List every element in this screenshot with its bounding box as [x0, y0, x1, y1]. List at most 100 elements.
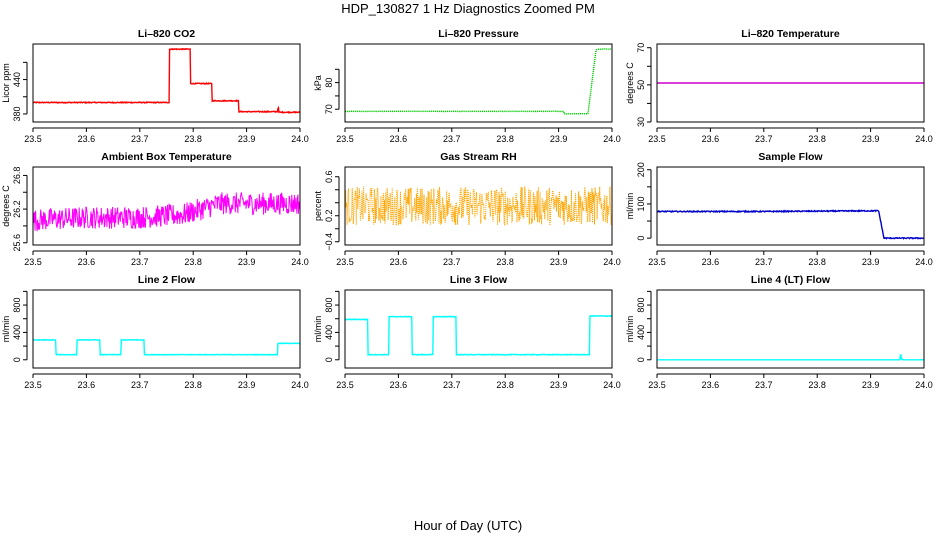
- x-tick-label: 24.0: [603, 134, 621, 144]
- y-tick-label: 0.6: [324, 170, 334, 183]
- x-tick-label: 23.7: [755, 134, 773, 144]
- chart-panel-1: Li–820 CO2 Licor ppm 23.5 23.6 23.7 23.8 23.9 2…: [1, 28, 309, 144]
- x-tick-label: 23.6: [390, 257, 408, 267]
- x-tick-label: 24.0: [291, 134, 309, 144]
- x-tick-label: 23.6: [702, 257, 720, 267]
- chart-panel-3: Li–820 Temperature degrees C 23.5 23.6 23.7 2…: [625, 28, 933, 144]
- y-tick-label: 200: [636, 162, 646, 177]
- chart-panel-8: Line 3 Flow ml/min 23.5 23.6 23.7 23.8 23.9 24.…: [313, 274, 621, 390]
- x-tick-label: 24.0: [291, 380, 309, 390]
- chart-title: Li–820 Temperature: [741, 28, 840, 40]
- plot-frame: [32, 43, 301, 123]
- series-line-1: [657, 209, 924, 240]
- x-tick-label: 23.8: [808, 134, 826, 144]
- chart-title: Ambient Box Temperature: [101, 151, 232, 163]
- x-tick-label: 23.7: [131, 257, 149, 267]
- y-tick-label: −0.4: [324, 233, 334, 251]
- x-tick-label: 23.6: [390, 380, 408, 390]
- x-tick-label: 23.5: [24, 380, 42, 390]
- x-tick-label: 23.9: [550, 134, 568, 144]
- y-tick-label: 80: [324, 78, 334, 88]
- x-tick-label: 23.8: [496, 134, 514, 144]
- series-line-1: [345, 314, 612, 357]
- x-tick-label: 23.8: [496, 380, 514, 390]
- series-line-1: [33, 192, 300, 232]
- y-axis-label: kPa: [313, 75, 323, 91]
- y-tick-label: 800: [324, 298, 334, 313]
- y-tick-label: 400: [12, 325, 22, 340]
- x-tick-label: 23.5: [24, 257, 42, 267]
- x-tick-label: 23.9: [238, 134, 256, 144]
- x-tick-label: 23.8: [808, 257, 826, 267]
- x-tick-label: 23.7: [443, 257, 461, 267]
- x-tick-label: 23.6: [78, 134, 96, 144]
- x-tick-label: 23.6: [390, 134, 408, 144]
- chart-title: Line 2 Flow: [138, 274, 196, 286]
- y-tick-label: 30: [636, 117, 646, 127]
- x-tick-label: 23.8: [184, 380, 202, 390]
- x-tick-label: 23.8: [808, 380, 826, 390]
- x-tick-label: 23.6: [78, 380, 96, 390]
- x-tick-label: 23.5: [336, 134, 354, 144]
- x-tick-label: 23.7: [131, 380, 149, 390]
- plot-frame: [656, 166, 925, 246]
- chart-panel-6: Sample Flow ml/min 23.5 23.6 23.7 23.8 23.9 24.…: [625, 151, 933, 267]
- chart-title: Li–820 Pressure: [438, 28, 519, 40]
- x-axis-label: Hour of Day (UTC): [413, 518, 523, 533]
- x-tick-label: 24.0: [603, 257, 621, 267]
- chart-panel-2: Li–820 Pressure kPa 23.5 23.6 23.7 23.8 23.9 24…: [313, 28, 621, 144]
- x-tick-label: 23.9: [550, 257, 568, 267]
- figure-title: HDP_130827 1 Hz Diagnostics Zoomed PM: [341, 1, 595, 16]
- y-axis-label: ml/min: [625, 316, 635, 343]
- x-tick-label: 23.9: [238, 380, 256, 390]
- x-tick-label: 24.0: [915, 257, 933, 267]
- y-tick-label: 0: [324, 357, 334, 362]
- x-tick-label: 23.8: [184, 257, 202, 267]
- y-tick-label: 50: [636, 80, 646, 90]
- chart-title: Sample Flow: [758, 151, 823, 163]
- chart-title: Line 4 (LT) Flow: [751, 274, 831, 286]
- y-axis-label: degrees C: [625, 62, 635, 104]
- chart-panel-9: Line 4 (LT) Flow ml/min 23.5 23.6 23.7 23.8 23…: [625, 274, 933, 390]
- x-tick-label: 23.7: [443, 134, 461, 144]
- series-line-1: [657, 354, 924, 361]
- plot-frame: [344, 43, 613, 123]
- x-tick-label: 24.0: [915, 380, 933, 390]
- series-line-1: [33, 47, 300, 114]
- y-axis-label: percent: [313, 190, 323, 221]
- plot-frame: [656, 289, 925, 369]
- x-tick-label: 24.0: [603, 380, 621, 390]
- plot-frame: [344, 166, 613, 246]
- y-tick-label: 70: [636, 43, 646, 53]
- chart-title: Li–820 CO2: [138, 28, 195, 40]
- plot-frame: [32, 166, 301, 246]
- chart-panel-7: Line 2 Flow ml/min 23.5 23.6 23.7 23.8 23.9 24.…: [1, 274, 309, 390]
- y-axis-label: ml/min: [313, 316, 323, 343]
- y-tick-label: 100: [636, 196, 646, 211]
- y-tick-label: 380: [12, 106, 22, 121]
- y-axis-label: ml/min: [1, 316, 11, 343]
- y-axis-label: Licor ppm: [1, 63, 11, 103]
- x-tick-label: 23.5: [24, 134, 42, 144]
- x-tick-label: 23.8: [184, 134, 202, 144]
- plot-frame: [344, 289, 613, 369]
- x-tick-label: 23.9: [862, 257, 880, 267]
- x-tick-label: 23.5: [648, 380, 666, 390]
- x-tick-label: 24.0: [915, 134, 933, 144]
- x-tick-label: 23.7: [443, 380, 461, 390]
- x-tick-label: 23.9: [862, 380, 880, 390]
- chart-panel-5: Gas Stream RH percent 23.5 23.6 23.7 23.8 23.9…: [313, 151, 621, 267]
- y-tick-label: 0: [636, 357, 646, 362]
- x-tick-label: 23.6: [702, 134, 720, 144]
- y-tick-label: 0: [636, 236, 646, 241]
- x-tick-label: 23.7: [131, 134, 149, 144]
- y-tick-label: 26.2: [12, 200, 22, 218]
- y-tick-label: 0: [12, 357, 22, 362]
- y-axis-label: ml/min: [625, 193, 635, 220]
- x-tick-label: 23.5: [648, 257, 666, 267]
- y-tick-label: 26.8: [12, 167, 22, 185]
- y-tick-label: 800: [12, 298, 22, 313]
- x-tick-label: 23.6: [702, 380, 720, 390]
- chart-title: Line 3 Flow: [450, 274, 508, 286]
